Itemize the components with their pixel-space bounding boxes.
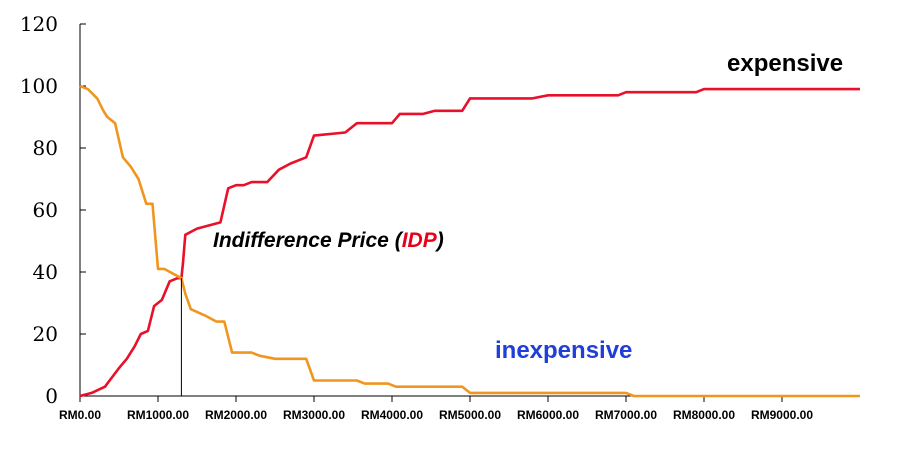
idp-label-highlight: IDP <box>402 229 438 252</box>
y-tick-label: 60 <box>33 198 58 222</box>
annotations: expensive inexpensive Indifference Price… <box>213 50 843 364</box>
y-tick-label: 20 <box>33 322 58 346</box>
idp-label: Indifference Price (IDP) <box>213 229 444 252</box>
inexpensive-label: inexpensive <box>495 337 632 364</box>
x-tick-label: RM9000.00 <box>751 408 813 422</box>
x-axis: RM0.00 RM1000.00 RM2000.00 RM3000.00 RM4000.… <box>59 395 860 422</box>
y-tick-label: 0 <box>45 384 58 408</box>
x-tick-label: RM7000.00 <box>595 408 657 422</box>
x-tick-label: RM0.00 <box>59 408 101 422</box>
x-tick-label: RM1000.00 <box>127 408 189 422</box>
idp-label-prefix: Indifference Price ( <box>213 229 404 252</box>
series-line-2 <box>79 84 860 398</box>
x-tick-label: RM6000.00 <box>517 408 579 422</box>
y-axis: 0 20 40 60 80 100 120 <box>20 12 86 408</box>
y-tick-label: 100 <box>20 74 58 98</box>
plot-area <box>79 84 860 398</box>
idp-label-suffix: ) <box>435 229 444 252</box>
x-tick-label: RM5000.00 <box>439 408 501 422</box>
y-tick-label: 120 <box>20 12 58 36</box>
x-tick-label: RM3000.00 <box>283 408 345 422</box>
y-tick-label: 40 <box>33 260 58 284</box>
x-tick-label: RM4000.00 <box>361 408 423 422</box>
y-tick-label: 80 <box>33 136 58 160</box>
series-line-1 <box>79 87 860 398</box>
expensive-label: expensive <box>727 50 843 77</box>
x-tick-label: RM8000.00 <box>673 408 735 422</box>
x-tick-label: RM2000.00 <box>205 408 267 422</box>
